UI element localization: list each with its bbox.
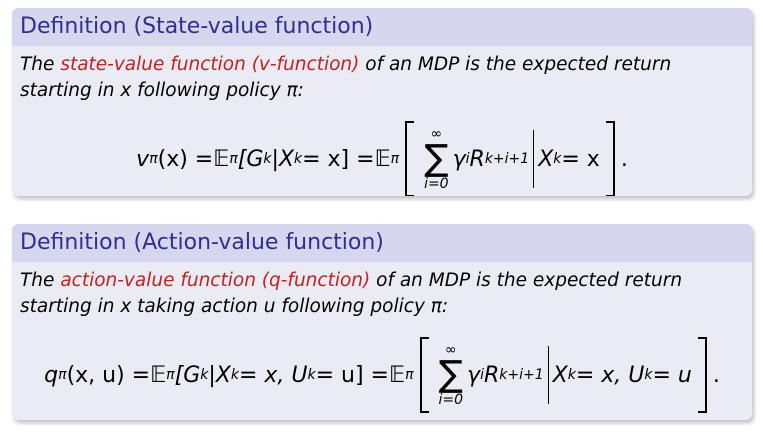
math-token: π bbox=[405, 367, 414, 383]
math-token: k bbox=[567, 367, 576, 383]
math-token: 𝔼 bbox=[374, 146, 391, 172]
math-part bbox=[697, 337, 707, 413]
math-token: |X bbox=[208, 362, 231, 388]
math-token: (x) = bbox=[157, 146, 214, 172]
math-token: = x, U bbox=[575, 362, 645, 388]
math-token: v bbox=[136, 146, 150, 172]
math-part: ∞ ∑ i=0 bbox=[424, 127, 449, 191]
math-token: = x, U bbox=[238, 362, 308, 388]
math-token: R bbox=[483, 362, 500, 388]
math-token: . bbox=[712, 362, 720, 388]
math-token: k bbox=[307, 367, 316, 383]
body-text: of an MDP is the expected return startin… bbox=[20, 54, 672, 101]
intro: The bbox=[20, 270, 55, 291]
math-token: = u] = bbox=[315, 362, 389, 388]
math-token: = x bbox=[561, 146, 600, 172]
block-body: The state-value function (v-function) of… bbox=[12, 46, 752, 104]
math-token: 𝔼 bbox=[150, 362, 167, 388]
math-token: i bbox=[480, 367, 484, 383]
math-token: q bbox=[44, 362, 59, 388]
term: state-value function (v-function) bbox=[60, 54, 360, 75]
math-part bbox=[533, 130, 535, 188]
math-token: π bbox=[229, 151, 238, 167]
math-token: (x, u) = bbox=[66, 362, 151, 388]
math-token: γ bbox=[452, 146, 466, 172]
math-token: 𝔼 bbox=[389, 362, 406, 388]
math-token: k bbox=[644, 367, 653, 383]
math-token: ∞ bbox=[430, 126, 443, 142]
math-token: ∞ bbox=[444, 342, 457, 358]
math-token: [G bbox=[237, 146, 264, 172]
math-token: k bbox=[200, 367, 209, 383]
block-body: The action-value function (q-function) o… bbox=[12, 262, 752, 320]
math-token: π bbox=[166, 367, 175, 383]
math-token: k bbox=[293, 151, 303, 167]
math-token: 𝔼 bbox=[213, 146, 230, 172]
definition-block: Definition (Action-value function) The a… bbox=[12, 224, 752, 420]
math-token: i=0 bbox=[438, 392, 464, 408]
math-token: i=0 bbox=[424, 176, 449, 192]
math-token: π bbox=[58, 367, 67, 383]
term: action-value function (q-function) bbox=[60, 270, 371, 291]
math-token: = u bbox=[652, 362, 692, 388]
intro: The bbox=[20, 54, 55, 75]
math-part bbox=[605, 121, 615, 196]
math-token: X bbox=[538, 146, 554, 172]
definition-block: Definition (State-value function) The st… bbox=[12, 8, 752, 196]
math-part bbox=[419, 337, 429, 413]
math-token: k+i+1 bbox=[484, 151, 530, 167]
math-token: . bbox=[620, 146, 628, 172]
math-token: k bbox=[553, 151, 562, 167]
math-token: π bbox=[390, 151, 400, 167]
block-title: Definition (State-value function) bbox=[12, 8, 752, 46]
math-token: γ bbox=[467, 362, 481, 388]
math-part bbox=[547, 346, 549, 404]
math-token: R bbox=[469, 146, 485, 172]
math-token: [G bbox=[174, 362, 201, 388]
math-token: ∑ bbox=[438, 354, 463, 395]
math-token: k bbox=[230, 367, 239, 383]
math-token: k bbox=[263, 151, 272, 167]
block-title: Definition (Action-value function) bbox=[12, 224, 752, 262]
math-token: |X bbox=[271, 146, 294, 172]
math-part: ∞ ∑ i=0 bbox=[439, 343, 464, 407]
math-token: ∑ bbox=[424, 138, 449, 179]
math-part bbox=[405, 121, 415, 196]
math-token: π bbox=[149, 151, 158, 167]
math-token: k+i+1 bbox=[499, 367, 544, 383]
math-token: i bbox=[465, 151, 470, 167]
math-token: = x] = bbox=[302, 146, 375, 172]
body-text: of an MDP is the expected return startin… bbox=[20, 270, 683, 317]
math-token: X bbox=[552, 362, 568, 388]
